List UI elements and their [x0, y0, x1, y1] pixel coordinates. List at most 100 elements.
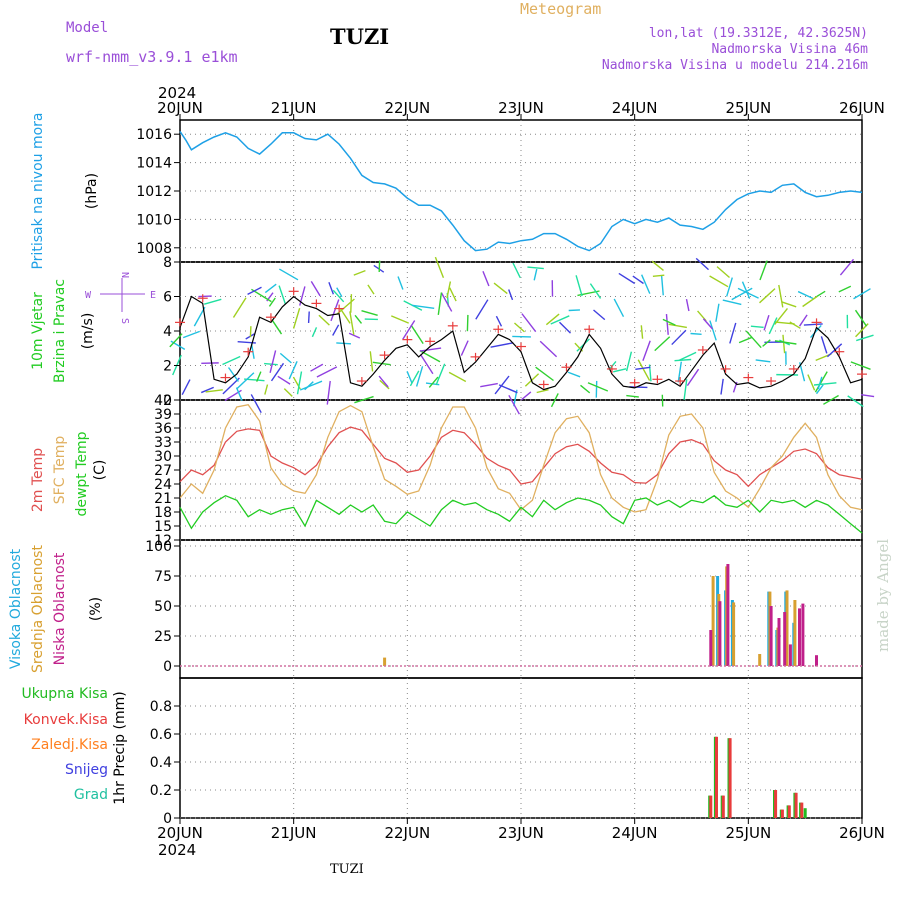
- precip-conv-bar: [794, 792, 798, 818]
- wind-arrow: [737, 287, 759, 299]
- wind-arrow: [449, 287, 457, 302]
- wind-arrow: [279, 352, 292, 364]
- wind-arrow: [508, 394, 521, 415]
- ytick-label: 0.4: [150, 755, 172, 771]
- wind-arrow: [411, 304, 435, 309]
- wind-arrow: [440, 292, 453, 312]
- wind-arrow: [409, 370, 420, 387]
- compass-w: W: [85, 290, 92, 301]
- wind-arrow: [729, 322, 737, 344]
- precip-ylabel: 1hr Precip (mm): [112, 691, 128, 804]
- wind-arrow: [369, 351, 374, 372]
- wind-arrow: [782, 334, 786, 354]
- wind-arrow: [823, 394, 839, 405]
- wind-arrow: [307, 311, 310, 324]
- wind-arrow: [264, 283, 277, 294]
- wind-arrow: [568, 309, 580, 312]
- wind-arrow: [803, 323, 823, 326]
- wind-arrow: [415, 366, 424, 387]
- wind-arrow: [839, 258, 855, 276]
- wind-arrow: [580, 384, 591, 394]
- top-date-label: 22JUN: [384, 99, 430, 117]
- cloud-mid-bar: [758, 654, 762, 666]
- wind-arrow: [826, 343, 843, 358]
- wind-arrow: [716, 266, 730, 279]
- cloud-mid-bar: [785, 590, 789, 666]
- wind-arrow: [726, 277, 733, 297]
- precip-conv-bar: [709, 795, 713, 818]
- wind-arrow: [437, 292, 443, 315]
- temp-2m-line: [179, 426, 863, 488]
- wind-arrow: [527, 266, 544, 270]
- ytick-label: 36: [154, 421, 172, 437]
- wind-arrow: [169, 333, 183, 348]
- wind-arrow: [762, 339, 771, 347]
- wind-arrow: [759, 260, 768, 281]
- wind-arrow: [745, 330, 762, 349]
- wind-arrow: [856, 334, 874, 342]
- ytick-label: 1008: [136, 241, 172, 257]
- ytick-label: 21: [154, 491, 172, 507]
- wind-arrow: [640, 274, 651, 294]
- precip-conv-bar: [774, 790, 778, 818]
- wind-arrow: [817, 376, 823, 390]
- wind-arrow: [671, 329, 687, 346]
- sfc-ylabel: SFC Temp: [52, 436, 68, 505]
- wind-arrow: [328, 282, 335, 295]
- wind-arrow: [410, 324, 424, 344]
- wind-arrow: [446, 281, 452, 299]
- dewpt-ylabel: dewpt Temp: [74, 431, 90, 516]
- precip-conv-bar: [728, 738, 732, 818]
- ytick-label: 0.2: [150, 783, 172, 799]
- bottom-date-label: 22JUN: [384, 824, 430, 842]
- wind-arrow: [632, 275, 644, 285]
- wind-arrow: [205, 389, 223, 393]
- ytick-label: 42: [154, 393, 172, 409]
- top-date-label: 21JUN: [271, 99, 317, 117]
- wind-arrow: [678, 351, 697, 362]
- wind-arrow: [361, 310, 378, 317]
- wind-arrow: [419, 354, 434, 375]
- precip-legend-2: Zaledj.Kisa: [31, 737, 108, 753]
- wind-arrow: [625, 351, 633, 372]
- wind-arrow: [683, 379, 688, 400]
- wind-arrow: [232, 297, 247, 318]
- wind-arrow: [741, 281, 751, 299]
- wind-arrow: [299, 380, 323, 391]
- wind-arrow: [640, 325, 644, 339]
- wind-arrow: [332, 324, 340, 336]
- wind-arrow: [535, 366, 554, 382]
- wind-arrow: [256, 371, 262, 382]
- precip-legend-4: Grad: [74, 787, 108, 803]
- ytick-label: 30: [154, 449, 172, 465]
- cloud-mid-bar: [793, 600, 797, 666]
- wind-arrow: [677, 361, 682, 383]
- wind-arrow: [798, 314, 808, 327]
- wind-arrow: [397, 276, 404, 290]
- cloud-unit: (%): [88, 597, 104, 621]
- wind-arrow: [475, 299, 489, 320]
- wind-arrow: [768, 317, 778, 335]
- top-date-label: 25JUN: [725, 99, 771, 117]
- wind-arrow: [750, 325, 764, 329]
- wind-arrow: [181, 379, 191, 396]
- cloud-low-bar: [815, 655, 818, 666]
- wind-arrow: [685, 299, 690, 312]
- footer-title: TUZI: [330, 862, 364, 877]
- wind-arrow: [814, 371, 828, 393]
- bottom-date-label: 25JUN: [725, 824, 771, 842]
- wind-arrow: [695, 257, 709, 271]
- wind-arrow: [626, 394, 639, 398]
- wind-arrow: [797, 290, 814, 300]
- ytick-label: 1012: [136, 184, 172, 200]
- ytick-label: 15: [154, 519, 172, 535]
- wind-arrow: [763, 314, 770, 331]
- wind-arrow: [271, 319, 283, 335]
- wind-arrow: [311, 327, 318, 338]
- wind-arrow: [278, 285, 286, 305]
- cloud-mid-ylabel: Srednja Oblacnost: [30, 545, 46, 673]
- precip-legend-3: Snijeg: [65, 762, 108, 778]
- ytick-label: 100: [145, 539, 172, 555]
- wind-arrow: [838, 285, 852, 293]
